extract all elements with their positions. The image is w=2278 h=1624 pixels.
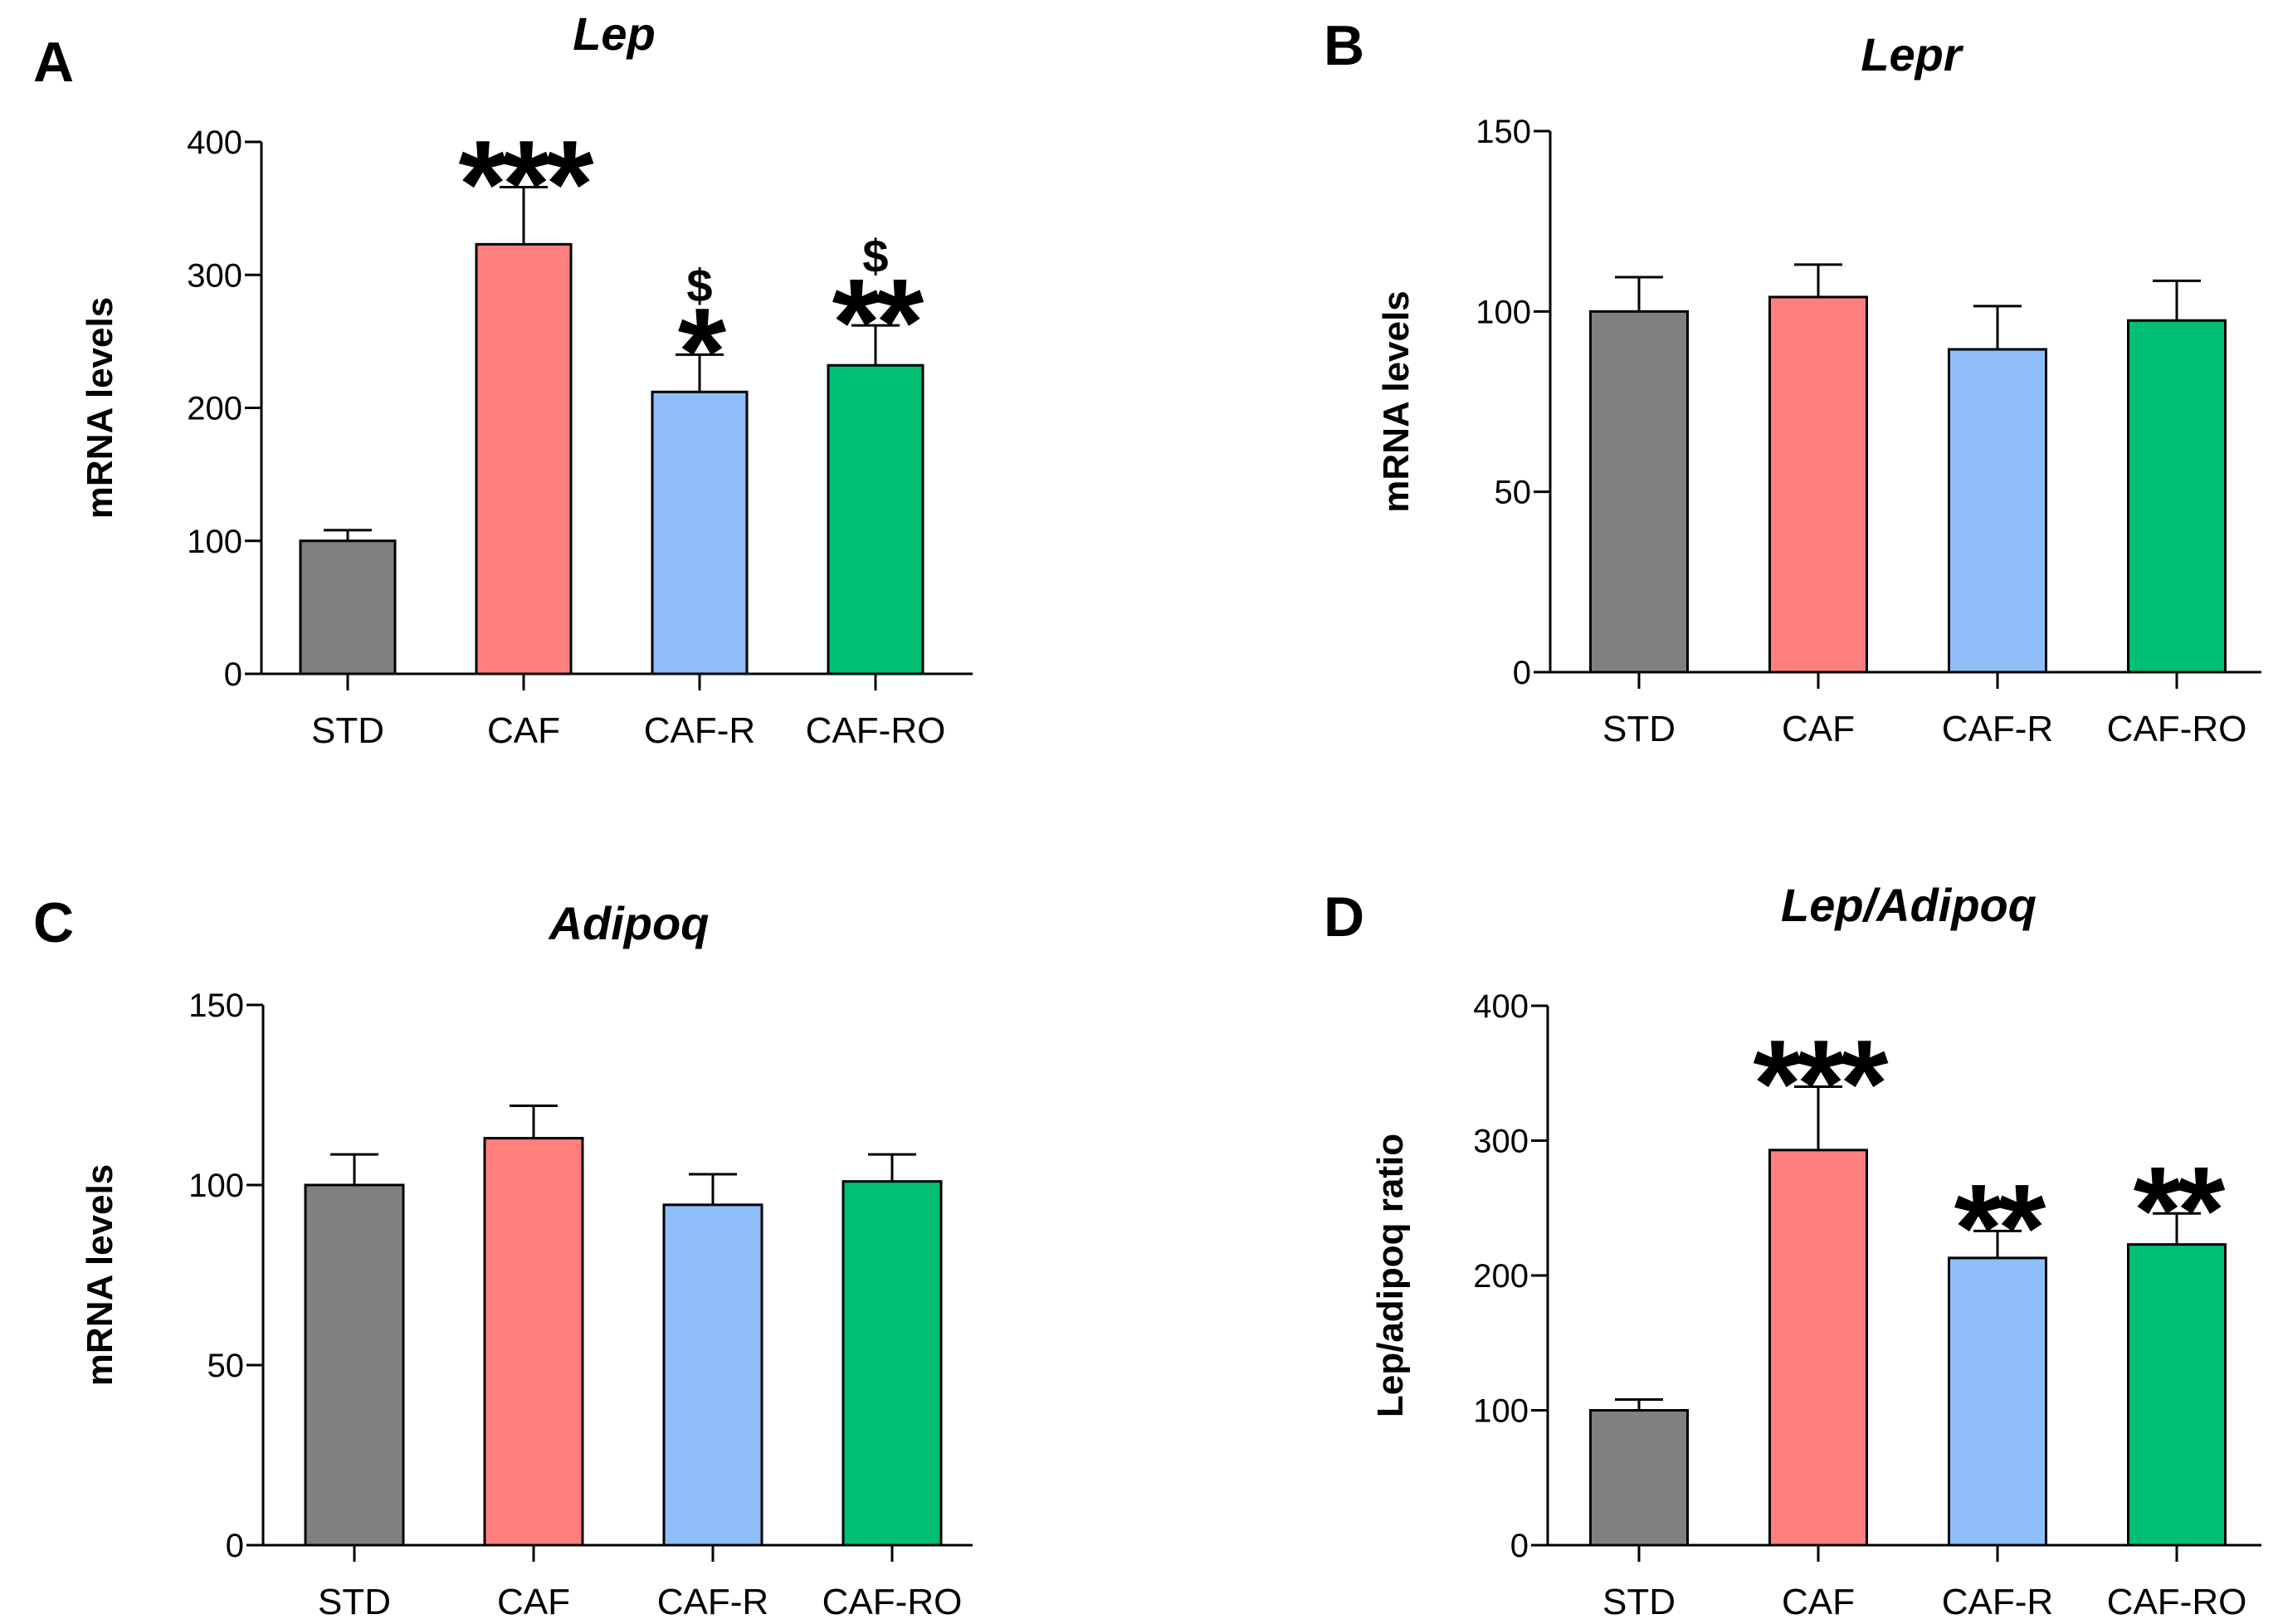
significance-dollar: $ <box>862 230 888 282</box>
panel-d: D Lep/Adipoq Lep/adipoq ratio 0 100 200 300 400… <box>1324 879 2261 1622</box>
significance-stars: *** <box>1753 1014 1889 1153</box>
y-tick-label: 200 <box>1473 1258 1529 1295</box>
y-tick-label: 100 <box>1476 294 1531 330</box>
x-tick-label: STD <box>1602 709 1676 749</box>
significance-stars: ** <box>1954 1158 2046 1297</box>
y-axis-label: mRNA levels <box>80 297 120 519</box>
significance-stars: *** <box>458 114 594 253</box>
y-axis-label: Lep/adipoq ratio <box>1370 1134 1411 1417</box>
x-tick-label: CAF-R <box>1942 1582 2053 1622</box>
y-tick-label: 200 <box>187 391 242 427</box>
bar-caf-r <box>662 1203 763 1547</box>
bar-std <box>1589 1409 1689 1547</box>
bar-caf-r <box>651 390 749 675</box>
y-tick-label: 0 <box>226 1528 244 1564</box>
significance-stars: ** <box>2134 1140 2226 1280</box>
panel-letter: C <box>33 891 74 954</box>
x-tick-label: CAF-R <box>1942 709 2053 749</box>
x-tick-label: CAF-RO <box>822 1582 963 1622</box>
bar-caf-r <box>1948 348 2047 674</box>
y-tick-label: 0 <box>1510 1528 1529 1564</box>
x-tick-label: CAF-R <box>644 710 755 751</box>
bar-std <box>299 539 397 675</box>
x-tick-label: STD <box>318 1582 391 1622</box>
y-tick-label: 50 <box>207 1348 245 1384</box>
y-tick-label: 400 <box>187 124 242 161</box>
panel-letter: B <box>1324 14 1364 77</box>
chart-title: Lep/Adipoq <box>1781 879 2037 931</box>
bar-caf-r <box>1948 1256 2047 1547</box>
bar-caf <box>1768 295 1868 674</box>
x-tick-label: CAF <box>497 1582 570 1622</box>
y-tick-label: 300 <box>1473 1124 1529 1160</box>
y-tick-label: 50 <box>1495 475 1532 511</box>
x-tick-label: CAF <box>487 710 560 751</box>
y-axis-label: mRNA levels <box>80 1164 120 1386</box>
bar-caf-ro <box>841 1180 943 1547</box>
y-tick-label: 0 <box>1513 655 1531 691</box>
chart-title: Lep <box>573 7 656 60</box>
chart-title: Adipoq <box>548 897 710 949</box>
x-tick-label: STD <box>311 710 384 751</box>
bar-caf <box>1768 1149 1868 1547</box>
bar-caf <box>483 1137 584 1547</box>
y-tick-label: 100 <box>1473 1393 1529 1430</box>
panel-a: A Lep mRNA levels 0 100 200 300 400 STD CAF CAF-R C… <box>33 7 973 751</box>
x-tick-label: CAF-R <box>657 1582 768 1622</box>
x-tick-label: CAF-RO <box>2107 709 2247 749</box>
x-tick-label: CAF-RO <box>2107 1582 2247 1622</box>
y-tick-label: 100 <box>188 1168 244 1204</box>
bar-std <box>304 1183 405 1547</box>
bar-std <box>1589 310 1689 674</box>
x-tick-label: CAF-RO <box>806 710 946 751</box>
panel-c: C Adipoq mRNA levels 0 50 100 150 STD CAF CAF-R CA… <box>33 891 973 1622</box>
y-tick-label: 150 <box>188 988 244 1024</box>
bar-caf-ro <box>2127 1243 2227 1547</box>
panel-letter: A <box>33 31 74 94</box>
significance-stars: ** <box>832 252 924 392</box>
x-tick-label: STD <box>1602 1582 1676 1622</box>
y-tick-label: 150 <box>1476 114 1531 150</box>
y-tick-label: 300 <box>187 257 242 294</box>
panel-b: B Lepr mRNA levels 0 50 100 150 STD CAF CAF-R CAF-… <box>1324 14 2261 749</box>
y-axis-label: mRNA levels <box>1376 290 1417 512</box>
y-tick-label: 400 <box>1473 988 1529 1025</box>
y-tick-label: 0 <box>224 656 242 693</box>
bar-caf-ro <box>827 363 924 675</box>
x-tick-label: CAF <box>1782 709 1855 749</box>
panel-letter: D <box>1324 885 1364 949</box>
bar-caf-ro <box>2127 319 2227 674</box>
y-tick-label: 100 <box>187 524 242 560</box>
significance-dollar: $ <box>686 259 712 311</box>
x-tick-label: CAF <box>1782 1582 1855 1622</box>
chart-title: Lepr <box>1861 28 1964 80</box>
bar-caf <box>475 242 573 675</box>
